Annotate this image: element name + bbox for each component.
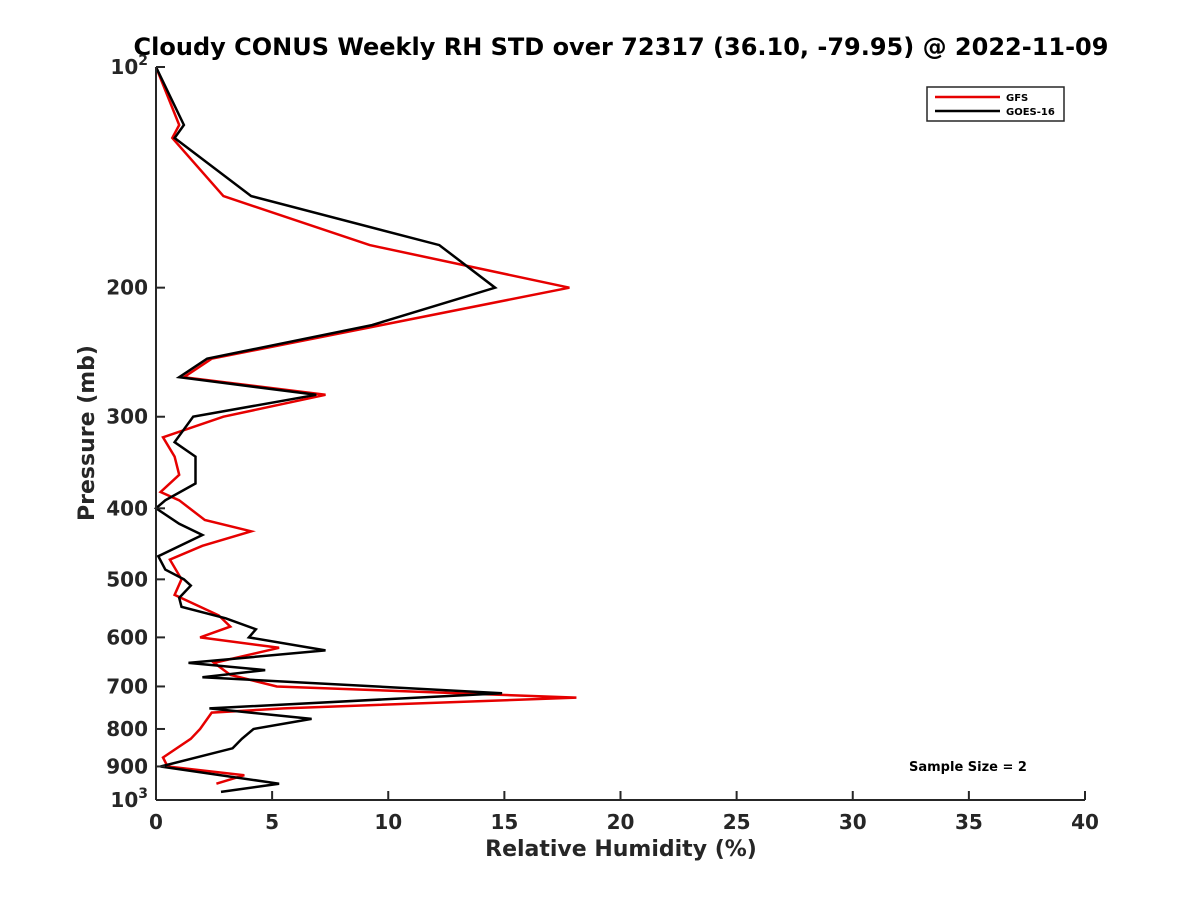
legend-box <box>926 86 1065 122</box>
x-axis-label: Relative Humidity (%) <box>485 837 757 862</box>
series-line-gfs <box>154 66 577 785</box>
series-line-goes-16 <box>153 66 503 794</box>
y-tick-exponent: 3 <box>138 786 148 802</box>
x-tick-label: 15 <box>490 810 518 834</box>
series-layer <box>153 66 577 794</box>
x-tick-label: 20 <box>607 810 635 834</box>
legend: GFS GOES-16 <box>926 86 1065 122</box>
x-tick-label: 35 <box>955 810 983 834</box>
y-tick-label: 400 <box>106 496 148 520</box>
y-axis-label: Pressure (mb) <box>75 345 100 521</box>
y-tick-exponent: 2 <box>138 53 148 69</box>
legend-label-goes-16: GOES-16 <box>1006 107 1055 118</box>
x-tick-label: 25 <box>723 810 751 834</box>
y-tick-label: 300 <box>106 405 148 429</box>
x-tick-label: 40 <box>1071 810 1099 834</box>
legend-label-gfs: GFS <box>1006 93 1028 104</box>
x-tick-label: 0 <box>149 810 163 834</box>
y-tick-label: 200 <box>106 276 148 300</box>
y-tick-label: 800 <box>106 717 148 741</box>
x-tick-label: 5 <box>265 810 279 834</box>
sample-size-annotation: Sample Size = 2 <box>909 760 1027 775</box>
x-tick-label: 30 <box>839 810 867 834</box>
y-tick-label: 600 <box>106 625 148 649</box>
y-tick-label: 700 <box>106 674 148 698</box>
y-tick-label: 500 <box>106 567 148 591</box>
x-tick-label: 10 <box>374 810 402 834</box>
chart-title: Cloudy CONUS Weekly RH STD over 72317 (3… <box>134 33 1109 61</box>
axes: 0 5 10 15 20 25 30 35 40102200300400500600700800… <box>106 53 1099 834</box>
y-tick-label: 900 <box>106 754 148 778</box>
